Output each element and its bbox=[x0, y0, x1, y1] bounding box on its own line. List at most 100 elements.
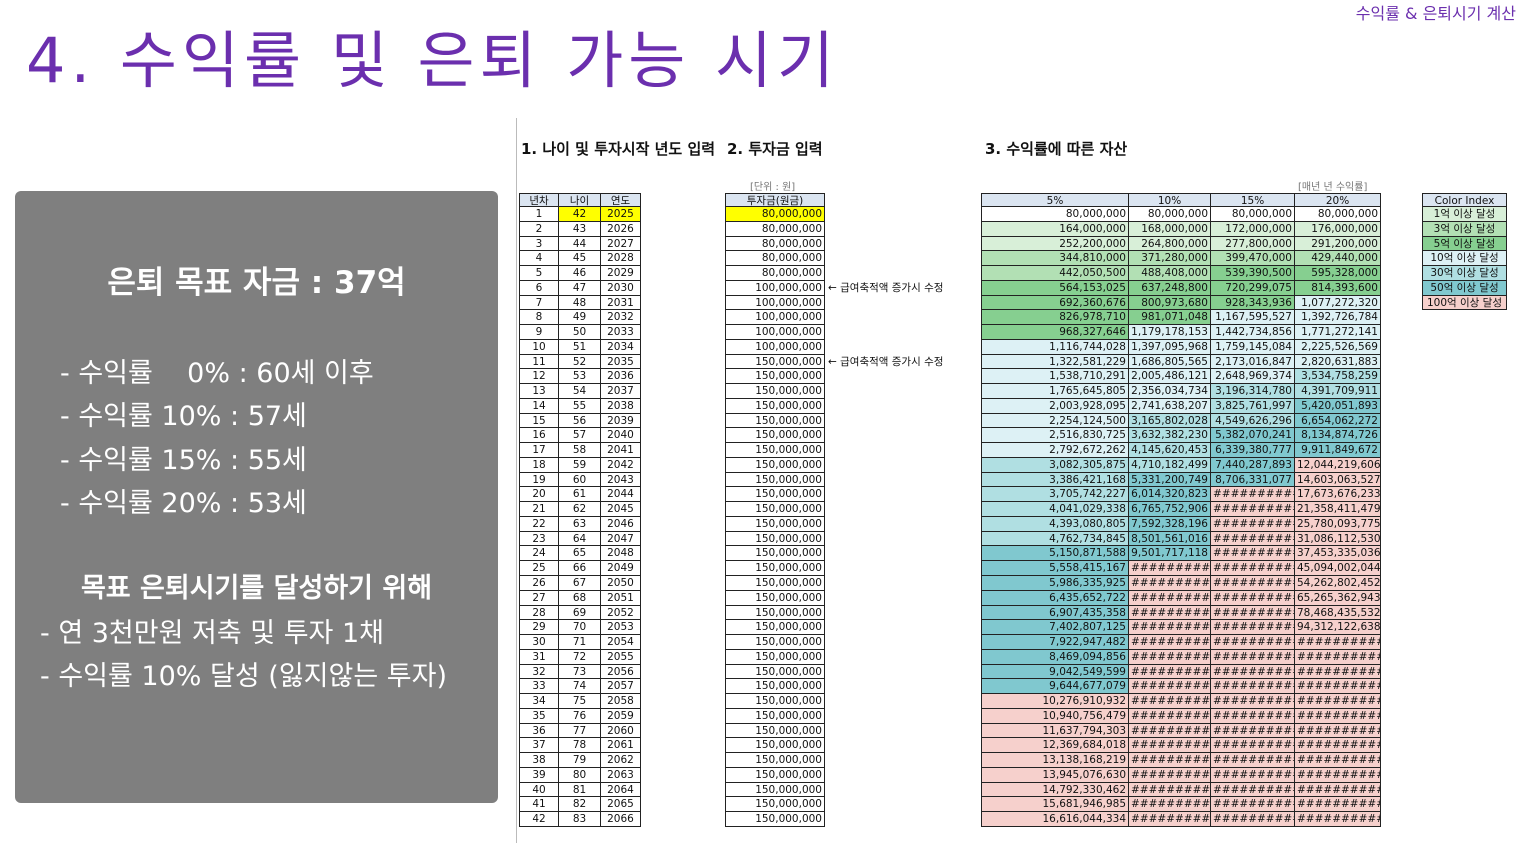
age-cell: 60 bbox=[559, 472, 601, 488]
age-cell: 46 bbox=[559, 266, 601, 281]
asset-cell: 8,501,561,016 bbox=[1129, 531, 1211, 547]
age-header: 나이 bbox=[559, 193, 601, 207]
asset-cell: 65,265,362,943 bbox=[1295, 590, 1381, 606]
age-cell: 57 bbox=[559, 428, 601, 444]
page-tag: 수익률 & 은퇴시기 계산 bbox=[1355, 4, 1516, 23]
age-cell: 76 bbox=[559, 708, 601, 724]
age-cell: 2055 bbox=[601, 649, 641, 665]
invest-cell: 150,000,000 bbox=[725, 767, 825, 783]
age-cell: 23 bbox=[519, 531, 559, 547]
rate-line: - 수익률 0% : 60세 이후 bbox=[60, 358, 374, 389]
asset-cell: ############ bbox=[1129, 767, 1211, 783]
asset-cell: 10,276,910,932 bbox=[981, 694, 1129, 709]
asset-cell: ############ bbox=[1211, 664, 1295, 680]
asset-cell: 5,150,871,588 bbox=[981, 546, 1129, 562]
age-cell: 78 bbox=[559, 738, 601, 754]
invest-cell: 150,000,000 bbox=[725, 679, 825, 695]
age-cell: 36 bbox=[519, 723, 559, 739]
asset-cell: ############ bbox=[1295, 797, 1381, 813]
age-cell: 69 bbox=[559, 605, 601, 621]
asset-cell: 4,710,182,499 bbox=[1129, 457, 1211, 473]
asset-cell: ############ bbox=[1211, 753, 1295, 768]
age-cell: 65 bbox=[559, 546, 601, 562]
asset-cell: ############ bbox=[1129, 620, 1211, 636]
age-cell: 2049 bbox=[601, 561, 641, 576]
asset-cell: ############ bbox=[1211, 738, 1295, 754]
note: ← 급여축적액 증가시 수정 bbox=[828, 281, 944, 294]
color-index-item: 1억 이상 달성 bbox=[1422, 207, 1507, 222]
age-cell: 26 bbox=[519, 576, 559, 591]
section-heading: 2. 투자금 입력 bbox=[727, 140, 823, 158]
asset-cell: ############ bbox=[1295, 635, 1381, 650]
invest-cell: 150,000,000 bbox=[725, 457, 825, 473]
asset-cell: 6,907,435,358 bbox=[981, 605, 1129, 621]
age-cell: 2064 bbox=[601, 782, 641, 798]
age-cell: 29 bbox=[519, 620, 559, 636]
asset-cell: ############ bbox=[1211, 502, 1295, 517]
asset-header: 20% bbox=[1295, 193, 1381, 207]
asset-cell: 9,911,849,672 bbox=[1295, 443, 1381, 458]
age-cell: 2058 bbox=[601, 694, 641, 709]
age-cell: 9 bbox=[519, 325, 559, 340]
plan-line: - 연 3천만원 저축 및 투자 1채 bbox=[40, 618, 384, 649]
asset-cell: 172,000,000 bbox=[1211, 221, 1295, 237]
asset-cell: 720,299,075 bbox=[1211, 280, 1295, 296]
asset-cell: 5,382,070,241 bbox=[1211, 428, 1295, 444]
age-cell: 2053 bbox=[601, 620, 641, 636]
invest-cell: 150,000,000 bbox=[725, 812, 825, 827]
asset-cell: 4,549,626,296 bbox=[1211, 413, 1295, 429]
invest-cell: 150,000,000 bbox=[725, 561, 825, 576]
age-cell: 73 bbox=[559, 664, 601, 680]
asset-cell: 981,071,048 bbox=[1129, 310, 1211, 326]
asset-cell: 80,000,000 bbox=[981, 207, 1129, 222]
invest-cell: 150,000,000 bbox=[725, 708, 825, 724]
asset-cell: ############ bbox=[1211, 635, 1295, 650]
age-cell: 27 bbox=[519, 590, 559, 606]
invest-cell: 150,000,000 bbox=[725, 590, 825, 606]
asset-cell: 25,780,093,775 bbox=[1295, 516, 1381, 532]
color-index-title: Color Index bbox=[1422, 193, 1507, 207]
asset-cell: ############ bbox=[1211, 679, 1295, 695]
asset-cell: ############ bbox=[1129, 723, 1211, 739]
asset-cell: 8,706,331,077 bbox=[1211, 472, 1295, 488]
age-cell: 55 bbox=[559, 398, 601, 414]
asset-cell: 2,356,034,734 bbox=[1129, 384, 1211, 399]
asset-cell: 488,408,000 bbox=[1129, 266, 1211, 281]
rate-note: [매년 년 수익률] bbox=[1298, 182, 1368, 193]
age-cell: 2043 bbox=[601, 472, 641, 488]
asset-cell: 291,200,000 bbox=[1295, 236, 1381, 252]
rate-line: - 수익률 15% : 55세 bbox=[60, 445, 307, 476]
age-cell: 14 bbox=[519, 398, 559, 414]
asset-cell: 252,200,000 bbox=[981, 236, 1129, 252]
age-cell: 2063 bbox=[601, 767, 641, 783]
age-cell: 17 bbox=[519, 443, 559, 458]
asset-cell: 4,393,080,805 bbox=[981, 516, 1129, 532]
color-index-item: 100억 이상 달성 bbox=[1422, 295, 1507, 311]
asset-cell: 168,000,000 bbox=[1129, 221, 1211, 237]
asset-cell: ############ bbox=[1211, 487, 1295, 503]
age-cell: 15 bbox=[519, 413, 559, 429]
invest-cell: 100,000,000 bbox=[725, 325, 825, 340]
age-cell: 74 bbox=[559, 679, 601, 695]
age-cell: 75 bbox=[559, 694, 601, 709]
age-cell: 2033 bbox=[601, 325, 641, 340]
asset-cell: ############ bbox=[1129, 664, 1211, 680]
age-cell: 53 bbox=[559, 369, 601, 385]
age-cell: 48 bbox=[559, 295, 601, 311]
age-cell: 5 bbox=[519, 266, 559, 281]
rate-line: - 수익률 20% : 53세 bbox=[60, 488, 307, 519]
age-cell: 2061 bbox=[601, 738, 641, 754]
age-cell: 18 bbox=[519, 457, 559, 473]
invest-cell: 150,000,000 bbox=[725, 354, 825, 370]
asset-cell: 1,538,710,291 bbox=[981, 369, 1129, 385]
age-header: 년차 bbox=[519, 193, 559, 207]
asset-cell: 429,440,000 bbox=[1295, 251, 1381, 267]
invest-cell: 80,000,000 bbox=[725, 266, 825, 281]
asset-cell: 3,534,758,259 bbox=[1295, 369, 1381, 385]
age-cell: 39 bbox=[519, 767, 559, 783]
asset-cell: 2,005,486,121 bbox=[1129, 369, 1211, 385]
asset-cell: 4,041,029,338 bbox=[981, 502, 1129, 517]
age-cell: 2028 bbox=[601, 251, 641, 267]
age-cell: 56 bbox=[559, 413, 601, 429]
